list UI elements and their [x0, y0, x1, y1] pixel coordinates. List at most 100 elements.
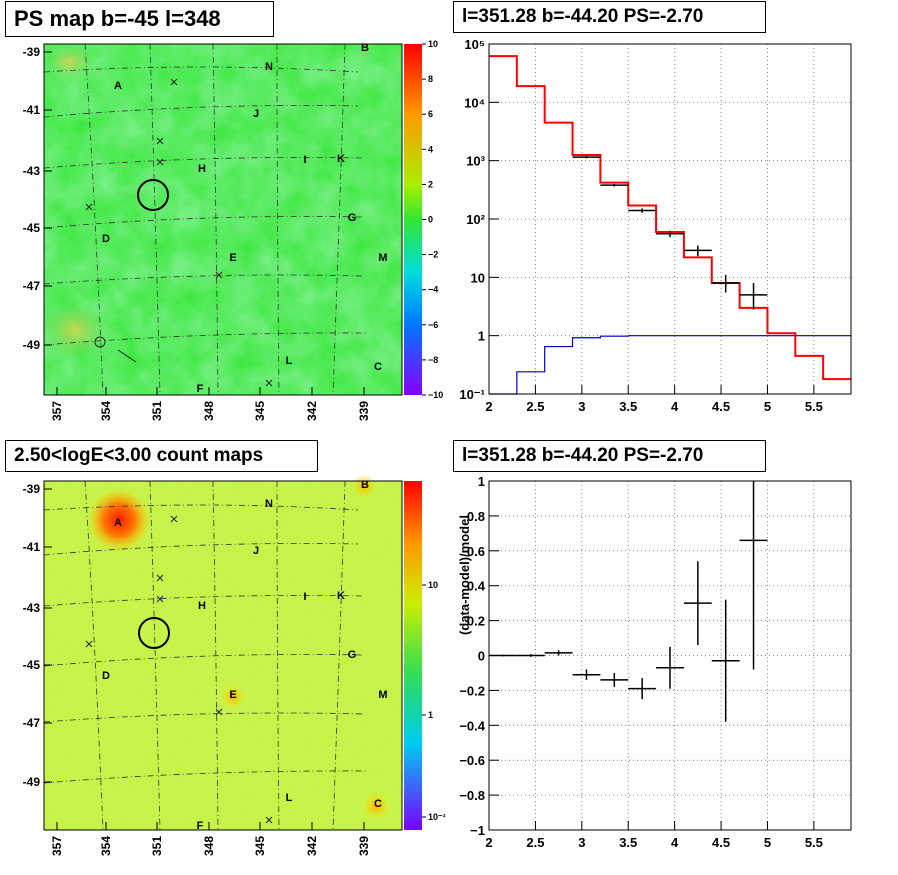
source-label-h: H	[198, 163, 206, 175]
y-tick-label: -43	[23, 601, 41, 615]
y-tick-label: -45	[23, 658, 41, 672]
colorbar-tick-label: −2	[428, 250, 438, 260]
source-label-m: M	[378, 252, 387, 264]
source-label-j: J	[253, 108, 259, 120]
colorbar-tick-label: −8	[428, 355, 438, 365]
residual-y-axis-label: (data-model)/model	[457, 515, 472, 635]
source-label-c: C	[374, 361, 382, 373]
residual-point	[544, 650, 573, 656]
data-point	[656, 230, 684, 238]
ps-map-y-axis: -39 -41 -43 -45 -47 -49	[23, 45, 52, 352]
ps-map-grid	[43, 43, 369, 396]
data-point	[572, 156, 601, 159]
residual-axes: 2 2.5 3 3.5 4 4.5 5 5.5 −1 −0.8 −0.6 −0.4 −0.2 0 0.2 0.…	[459, 474, 823, 850]
y-tick-label: -47	[23, 716, 41, 730]
x-tick-label: 2	[485, 835, 492, 850]
ps-map-warm-region	[41, 302, 109, 358]
colorbar-tick-label: 8	[428, 74, 433, 84]
x-tick-label: 3	[578, 399, 585, 414]
y-tick-label: 0	[478, 649, 485, 664]
colorbar-tick-label: −6	[428, 320, 438, 330]
source-label-j: J	[253, 545, 259, 557]
data-point	[628, 208, 657, 213]
background-model-line	[489, 335, 851, 395]
y-tick-label: −0.4	[459, 718, 485, 733]
y-tick-label: 1	[478, 329, 485, 344]
y-tick-label: 10⁴	[464, 95, 485, 110]
data-point	[711, 274, 740, 293]
y-tick-label: 10	[471, 270, 485, 285]
y-tick-label: -43	[23, 164, 41, 178]
y-tick-label: 0.8	[467, 509, 485, 524]
ps-map-colorbar	[404, 44, 422, 395]
source-label-f: F	[197, 820, 204, 832]
y-tick-label: 0.4	[467, 579, 486, 594]
count-map-x-axis: 357 354 351 348 345 342 339	[50, 822, 371, 856]
y-tick-label: -49	[23, 775, 41, 789]
y-tick-label: -41	[23, 103, 41, 117]
source-label-e: E	[229, 252, 236, 264]
count-map-frame	[43, 480, 403, 831]
residual-point	[739, 481, 768, 670]
source-label-m: M	[378, 689, 387, 701]
colorbar-tick-label: 10	[428, 580, 438, 590]
y-tick-label: −0.6	[459, 753, 485, 768]
colorbar-tick-label: 0	[428, 215, 433, 225]
source-label-b: B	[361, 42, 369, 54]
colorbar-tick-label: 10	[428, 39, 438, 49]
ps-map-source-labels: A B N J H I K G D E M L C F	[102, 42, 388, 395]
residual-point	[516, 654, 545, 657]
x-tick-label: 3	[578, 835, 585, 850]
source-label-n: N	[265, 498, 273, 510]
x-tick-label: 342	[305, 401, 319, 421]
count-map-source-labels: A B N J H I K G D E M L C F	[102, 479, 388, 832]
count-map-colorbar-axis: 10 1 10⁻¹	[422, 580, 446, 822]
x-tick-label: 342	[305, 836, 319, 856]
spectrum-chart: 2 2.5 3 3.5 4 4.5 5 5.5 10⁻¹ 1 10 10² 10³ 10⁴ 10⁵	[459, 37, 852, 414]
spectrum-background-model	[489, 335, 851, 395]
x-tick-label: 3.5	[619, 835, 637, 850]
source-label-a: A	[114, 80, 122, 92]
source-label-i: I	[303, 154, 306, 166]
ps-map-title: PS map b=-45 l=348	[5, 1, 274, 37]
x-tick-label: 348	[202, 401, 216, 421]
residual-point	[572, 669, 601, 680]
data-point	[739, 282, 768, 310]
colorbar-tick-label: 10⁻¹	[428, 812, 446, 822]
y-tick-label: −1	[470, 823, 485, 838]
y-tick-label: -49	[23, 338, 41, 352]
colorbar-tick-label: 2	[428, 179, 433, 189]
count-map-grid	[43, 480, 369, 831]
ps-map-markers	[85, 78, 273, 387]
x-tick-label: 357	[50, 401, 64, 421]
x-tick-label: 348	[202, 836, 216, 856]
colorbar-tick-label: 6	[428, 109, 433, 119]
source-label-a: A	[114, 517, 122, 529]
source-label-b: B	[361, 479, 369, 491]
source-label-i: I	[303, 591, 306, 603]
x-tick-label: 5.5	[805, 835, 823, 850]
y-tick-label: -47	[23, 279, 41, 293]
residual-point	[656, 646, 684, 689]
source-label-n: N	[265, 61, 273, 73]
source-label-c: C	[374, 798, 382, 810]
source-label-g: G	[348, 212, 357, 224]
y-tick-label: 10³	[466, 154, 485, 169]
count-map-hotspot-e	[221, 685, 245, 709]
colorbar-tick-label: −10	[428, 390, 443, 400]
source-label-h: H	[198, 600, 206, 612]
count-map-y-axis: -39 -41 -43 -45 -47 -49	[23, 482, 52, 789]
y-tick-label: -39	[23, 482, 41, 496]
residual-point	[711, 599, 740, 722]
count-map-panel: A B N J H I K G D E M L C F -39 -41 -43 -45 -47 -49 357 354…	[23, 474, 446, 856]
source-label-f: F	[197, 383, 204, 395]
count-map-title: 2.50<logE<3.00 count maps	[5, 440, 318, 472]
ps-map-colorbar-axis: 10 8 6 4 2 0 −2 −4 −6 −8 −10	[422, 39, 443, 400]
residual-point	[600, 672, 629, 687]
y-tick-label: -39	[23, 45, 41, 59]
data-point	[683, 245, 712, 257]
source-label-d: D	[102, 233, 110, 245]
data-point	[600, 183, 629, 187]
count-map-markers	[85, 515, 273, 824]
